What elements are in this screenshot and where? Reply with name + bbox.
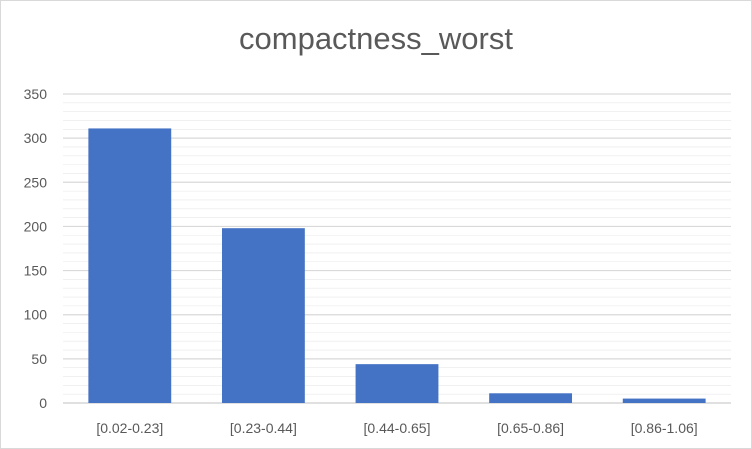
y-tick-label: 300 <box>24 130 48 146</box>
x-tick-label: [0.44-0.65] <box>364 420 431 436</box>
bar <box>489 393 573 403</box>
x-tick-label: [0.23-0.44] <box>230 420 297 436</box>
y-tick-label: 100 <box>24 307 48 323</box>
bar <box>622 398 706 403</box>
y-tick-label: 0 <box>39 395 47 411</box>
x-axis-ticks: [0.02-0.23] [0.23-0.44] [0.44-0.65] [0.65-0… <box>96 420 697 436</box>
x-tick-label: [0.86-1.06] <box>631 420 698 436</box>
bars <box>88 128 706 403</box>
bar <box>221 228 305 403</box>
x-tick-label: [0.65-0.86] <box>497 420 564 436</box>
bar <box>88 128 172 403</box>
gridlines <box>63 93 731 404</box>
y-tick-label: 350 <box>24 86 48 102</box>
chart-title: compactness_worst <box>239 21 513 56</box>
y-tick-label: 200 <box>24 218 48 234</box>
bar <box>355 364 439 403</box>
y-tick-label: 150 <box>24 263 48 279</box>
y-axis-ticks: 0 50 100 150 200 250 300 350 <box>24 86 48 411</box>
y-tick-label: 50 <box>31 351 47 367</box>
x-tick-label: [0.02-0.23] <box>96 420 163 436</box>
y-tick-label: 250 <box>24 174 48 190</box>
